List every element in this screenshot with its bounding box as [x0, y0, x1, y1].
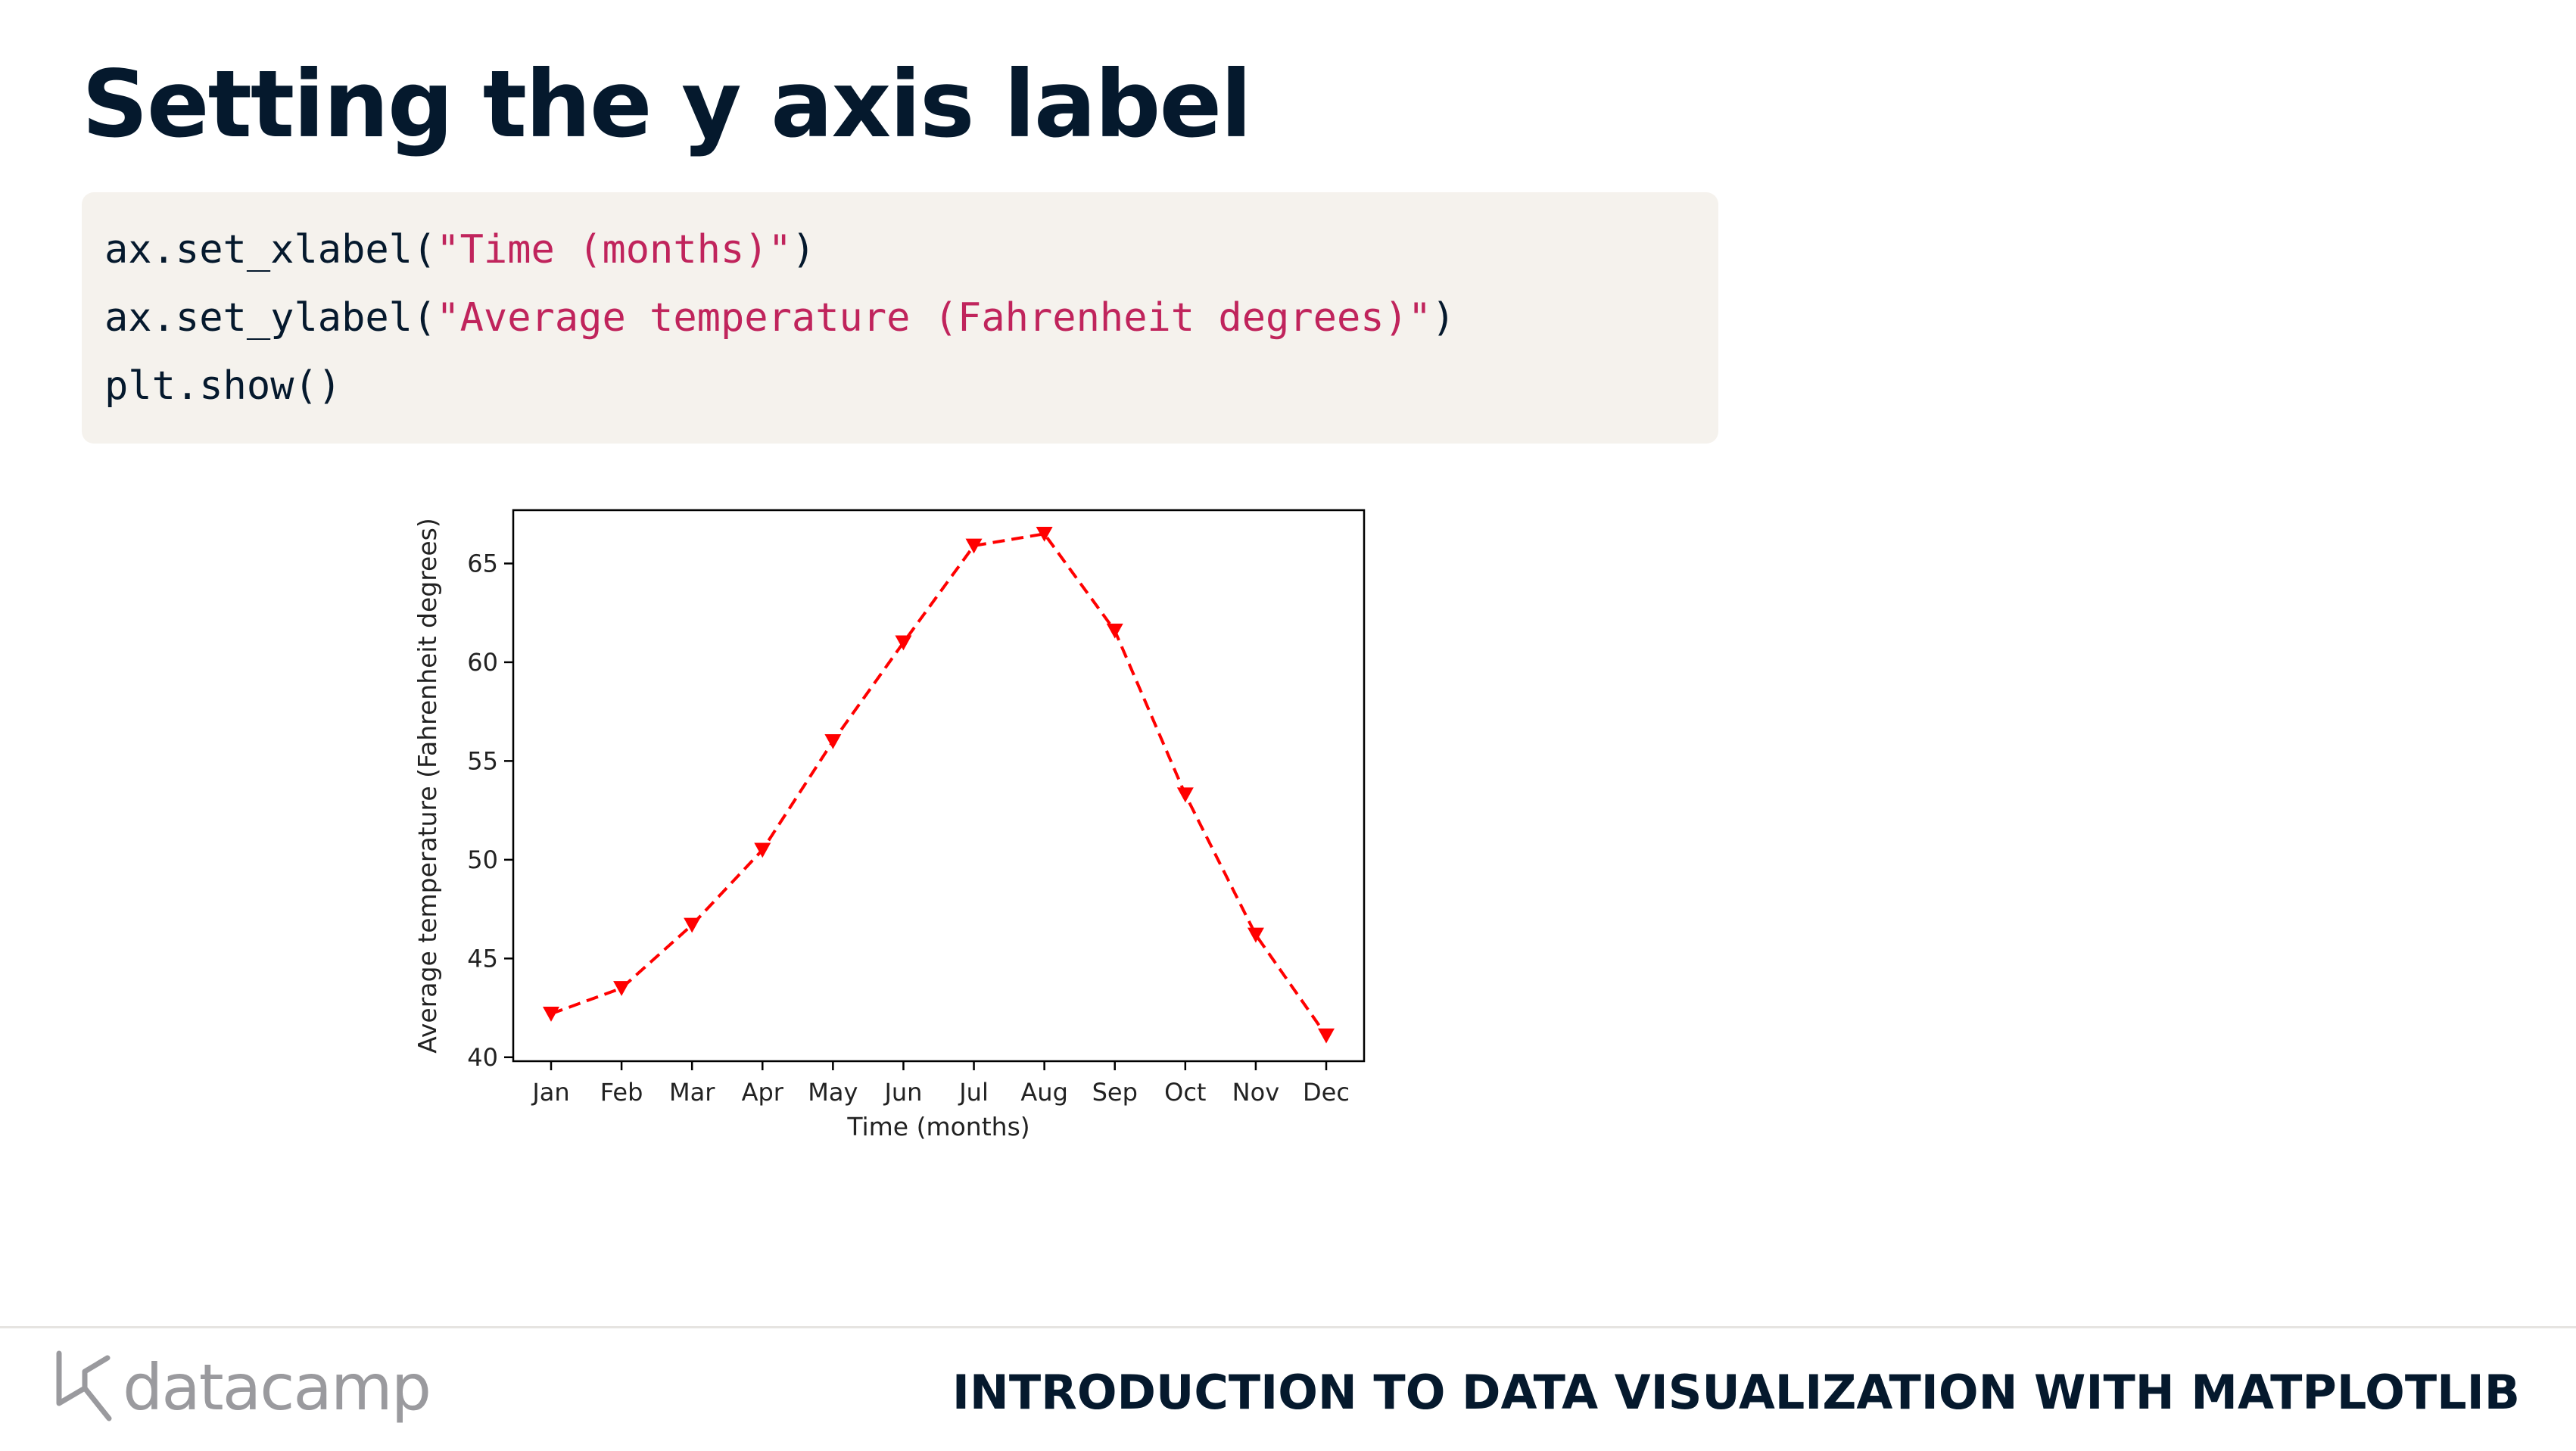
y-axis-label: Average temperature (Fahrenheit degrees) — [413, 518, 442, 1053]
temperature-chart: 40 45 50 55 60 65 Jan Feb Mar Apr May Jun Jul Aug Sep… — [401, 484, 1385, 1169]
data-point-marker — [965, 538, 983, 554]
x-tick-label: Nov — [1232, 1078, 1279, 1107]
course-title: INTRODUCTION TO DATA VISUALIZATION WITH … — [952, 1365, 2520, 1420]
brand-name: datacamp — [123, 1350, 431, 1425]
x-tick-label: Jun — [883, 1078, 922, 1107]
x-tick-label: Dec — [1303, 1078, 1350, 1107]
code-line-2-close: ) — [1431, 295, 1456, 341]
data-point-marker — [1247, 927, 1264, 943]
x-tick-label: Aug — [1020, 1078, 1067, 1107]
data-point-marker — [754, 842, 771, 858]
x-tick-label: Apr — [742, 1078, 784, 1107]
data-point-marker — [1176, 787, 1194, 803]
data-point-marker — [824, 733, 842, 749]
data-point-marker — [895, 635, 912, 651]
footer-divider — [0, 1326, 2576, 1328]
plot-frame — [512, 509, 1366, 1063]
x-tick-label: Mar — [669, 1078, 715, 1107]
code-line-3: plt.show() — [104, 363, 342, 409]
code-line-2-string: "Average temperature (Fahrenheit degrees… — [436, 295, 1432, 341]
x-tick-label: May — [808, 1078, 858, 1107]
y-tick-label: 45 — [467, 944, 498, 973]
series-markers — [543, 526, 1335, 1044]
y-axis-ticks: 40 45 50 55 60 65 — [467, 549, 513, 1072]
datacamp-logo-icon — [56, 1350, 112, 1421]
code-line-2: ax.set_ylabel("Average temperature (Fahr… — [104, 298, 1456, 338]
x-axis-label: Time (months) — [846, 1112, 1029, 1141]
x-axis-ticks: Jan Feb Mar Apr May Jun Jul Aug Sep Oct Nov Dec — [531, 1061, 1350, 1107]
chart-svg: 40 45 50 55 60 65 Jan Feb Mar Apr May Jun Jul Aug Sep… — [413, 509, 1366, 1141]
data-point-marker — [613, 981, 631, 996]
x-tick-label: Oct — [1164, 1078, 1206, 1107]
code-block: ax.set_xlabel("Time (months)") ax.set_yl… — [82, 192, 1718, 444]
data-point-marker — [1036, 526, 1053, 542]
x-tick-label: Sep — [1092, 1078, 1138, 1107]
code-line-1: ax.set_xlabel("Time (months)") — [104, 230, 815, 269]
code-line-1-call: ax.set_xlabel( — [104, 227, 437, 272]
x-tick-label: Jul — [958, 1078, 989, 1107]
datacamp-logo: datacamp — [55, 1349, 448, 1432]
x-tick-label: Feb — [600, 1078, 643, 1107]
data-point-marker — [543, 1007, 559, 1022]
code-line-2-call: ax.set_ylabel( — [104, 295, 437, 341]
y-tick-label: 50 — [467, 845, 498, 874]
series-line — [550, 532, 1328, 1037]
data-point-marker — [1318, 1028, 1335, 1044]
y-tick-label: 60 — [467, 648, 498, 677]
data-point-marker — [684, 917, 701, 933]
x-tick-label: Jan — [531, 1078, 569, 1107]
y-tick-label: 40 — [467, 1043, 498, 1072]
code-line-1-close: ) — [791, 227, 816, 272]
code-line-1-string: "Time (months)" — [436, 227, 792, 272]
slide-title: Setting the y axis label — [82, 51, 1252, 158]
y-tick-label: 65 — [467, 549, 498, 578]
data-point-marker — [1106, 623, 1123, 639]
y-tick-label: 55 — [467, 746, 498, 775]
